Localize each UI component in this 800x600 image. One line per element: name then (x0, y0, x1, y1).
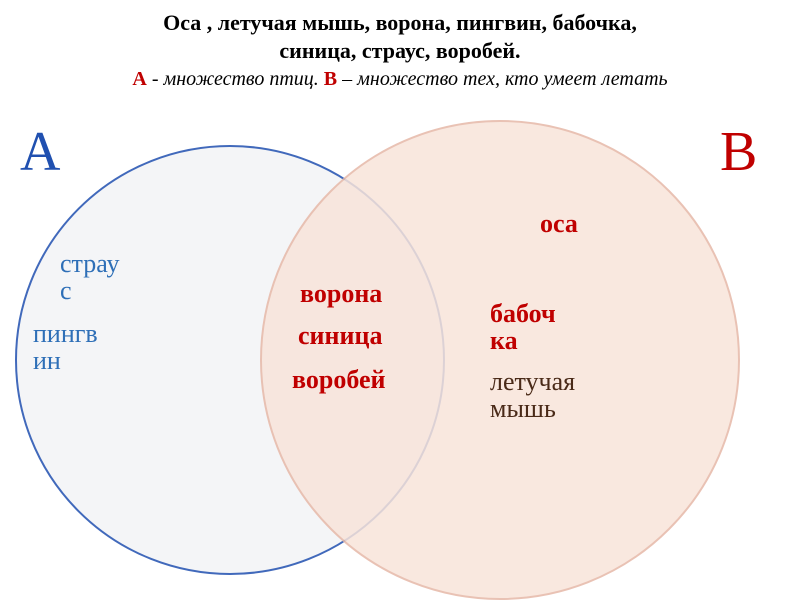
legend: А - множество птиц. В – множество тех, к… (0, 68, 800, 91)
venn-item-only-a: страус (60, 250, 119, 305)
venn-item-only-b: летучаямышь (490, 368, 575, 423)
set-A-label: А (20, 120, 60, 184)
legend-B-text: – множество тех, кто умеет летать (337, 68, 668, 90)
legend-B-letter: В (324, 68, 337, 90)
venn-item-intersection: ворона (300, 280, 382, 307)
venn-item-intersection: синица (298, 322, 382, 349)
header-line1: Оса , летучая мышь, ворона, пингвин, баб… (0, 10, 800, 36)
venn-item-only-b: бабочка (490, 300, 556, 355)
header-line2: синица, страус, воробей. (0, 38, 800, 64)
venn-item-intersection: воробей (292, 366, 386, 393)
venn-item-only-a: пингвин (33, 320, 98, 375)
legend-A-text: - множество птиц. (147, 68, 324, 90)
set-B-circle (260, 120, 740, 600)
legend-A-letter: А (132, 68, 146, 90)
set-B-label: В (720, 120, 757, 184)
venn-item-only-b: оса (540, 210, 578, 237)
venn-diagram: { "header": { "line1": "Оса , летучая мы… (0, 0, 800, 600)
